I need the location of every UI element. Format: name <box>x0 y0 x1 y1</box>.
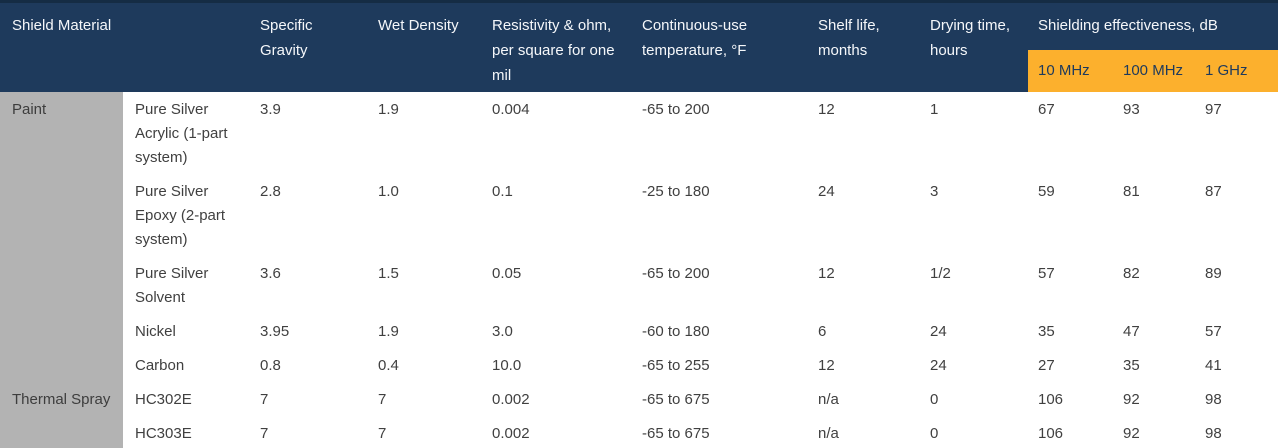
cell-wet-density: 0.4 <box>368 348 482 382</box>
col-header-wet-density: Wet Density <box>368 1 482 92</box>
cell-db-10mhz: 106 <box>1028 382 1113 416</box>
material-name: Pure Silver Acrylic (1-part system) <box>123 92 250 174</box>
cell-wet-density: 1.9 <box>368 92 482 174</box>
cell-wet-density: 1.0 <box>368 174 482 256</box>
cell-temperature: -65 to 200 <box>632 92 808 174</box>
cell-db-1ghz: 87 <box>1195 174 1279 256</box>
cell-resistivity: 0.002 <box>482 382 632 416</box>
table-row: Pure Silver Epoxy (2-part system) 2.8 1.… <box>0 174 1279 256</box>
col-header-shielding-effectiveness: Shielding effectiveness, dB <box>1028 1 1279 50</box>
cell-db-10mhz: 57 <box>1028 256 1113 314</box>
material-name: Pure Silver Epoxy (2-part system) <box>123 174 250 256</box>
table-row: Pure Silver Solvent 3.6 1.5 0.05 -65 to … <box>0 256 1279 314</box>
col-header-specific-gravity: Specific Gravity <box>250 1 368 92</box>
cell-drying-time: 1/2 <box>920 256 1028 314</box>
cell-resistivity: 0.1 <box>482 174 632 256</box>
cell-temperature: -65 to 200 <box>632 256 808 314</box>
cell-wet-density: 1.5 <box>368 256 482 314</box>
cell-specific-gravity: 2.8 <box>250 174 368 256</box>
cell-specific-gravity: 3.95 <box>250 314 368 348</box>
cell-db-1ghz: 98 <box>1195 416 1279 448</box>
cell-specific-gravity: 3.6 <box>250 256 368 314</box>
cell-drying-time: 0 <box>920 416 1028 448</box>
cell-specific-gravity: 3.9 <box>250 92 368 174</box>
cell-resistivity: 0.05 <box>482 256 632 314</box>
col-header-100mhz: 100 MHz <box>1113 49 1195 92</box>
cell-db-10mhz: 59 <box>1028 174 1113 256</box>
cell-db-10mhz: 67 <box>1028 92 1113 174</box>
cell-db-10mhz: 27 <box>1028 348 1113 382</box>
col-header-continuous-use-temperature: Continuous-use temperature, °F <box>632 1 808 92</box>
cell-shelf-life: 12 <box>808 256 920 314</box>
cell-wet-density: 1.9 <box>368 314 482 348</box>
col-header-resistivity: Resistivity & ohm, per square for one mi… <box>482 1 632 92</box>
cell-db-100mhz: 47 <box>1113 314 1195 348</box>
cell-wet-density: 7 <box>368 416 482 448</box>
cell-resistivity: 0.004 <box>482 92 632 174</box>
cell-drying-time: 3 <box>920 174 1028 256</box>
cell-temperature: -65 to 255 <box>632 348 808 382</box>
col-header-shield-material: Shield Material <box>0 1 250 92</box>
cell-drying-time: 24 <box>920 314 1028 348</box>
cell-drying-time: 0 <box>920 382 1028 416</box>
cell-temperature: -65 to 675 <box>632 416 808 448</box>
cell-shelf-life: 24 <box>808 174 920 256</box>
category-cell-thermal-spray: Thermal Spray <box>0 382 123 448</box>
cell-shelf-life: n/a <box>808 416 920 448</box>
cell-db-100mhz: 92 <box>1113 416 1195 448</box>
cell-db-100mhz: 82 <box>1113 256 1195 314</box>
material-name: HC302E <box>123 382 250 416</box>
cell-shelf-life: n/a <box>808 382 920 416</box>
cell-db-1ghz: 98 <box>1195 382 1279 416</box>
cell-db-1ghz: 97 <box>1195 92 1279 174</box>
cell-shelf-life: 6 <box>808 314 920 348</box>
cell-temperature: -65 to 675 <box>632 382 808 416</box>
cell-specific-gravity: 7 <box>250 382 368 416</box>
table-row: Nickel 3.95 1.9 3.0 -60 to 180 6 24 35 4… <box>0 314 1279 348</box>
col-header-shelf-life: Shelf life, months <box>808 1 920 92</box>
col-header-10mhz: 10 MHz <box>1028 49 1113 92</box>
material-name: Carbon <box>123 348 250 382</box>
cell-resistivity: 0.002 <box>482 416 632 448</box>
table-row: Carbon 0.8 0.4 10.0 -65 to 255 12 24 27 … <box>0 348 1279 382</box>
cell-resistivity: 3.0 <box>482 314 632 348</box>
material-name: Nickel <box>123 314 250 348</box>
cell-db-1ghz: 57 <box>1195 314 1279 348</box>
cell-drying-time: 24 <box>920 348 1028 382</box>
cell-db-10mhz: 35 <box>1028 314 1113 348</box>
cell-db-1ghz: 41 <box>1195 348 1279 382</box>
material-name: Pure Silver Solvent <box>123 256 250 314</box>
table-body: Paint Pure Silver Acrylic (1-part system… <box>0 92 1279 448</box>
table-row: HC303E 7 7 0.002 -65 to 675 n/a 0 106 92… <box>0 416 1279 448</box>
material-name: HC303E <box>123 416 250 448</box>
table-row: Paint Pure Silver Acrylic (1-part system… <box>0 92 1279 382</box>
table-row: Thermal Spray HC302E 7 7 0.002 -65 to 67… <box>0 382 1279 448</box>
cell-shelf-life: 12 <box>808 348 920 382</box>
cell-db-100mhz: 93 <box>1113 92 1195 174</box>
cell-temperature: -25 to 180 <box>632 174 808 256</box>
table-header: Shield Material Specific Gravity Wet Den… <box>0 1 1279 92</box>
cell-db-10mhz: 106 <box>1028 416 1113 448</box>
cell-specific-gravity: 7 <box>250 416 368 448</box>
header-row-frequencies: 10 MHz 100 MHz 1 GHz <box>0 49 1279 92</box>
cell-resistivity: 10.0 <box>482 348 632 382</box>
cell-db-100mhz: 81 <box>1113 174 1195 256</box>
col-header-drying-time: Drying time, hours <box>920 1 1028 92</box>
category-cell-paint: Paint <box>0 92 123 382</box>
cell-db-1ghz: 89 <box>1195 256 1279 314</box>
header-row-main: Shield Material Specific Gravity Wet Den… <box>0 1 1279 92</box>
cell-specific-gravity: 0.8 <box>250 348 368 382</box>
cell-temperature: -60 to 180 <box>632 314 808 348</box>
cell-shelf-life: 12 <box>808 92 920 174</box>
col-header-1ghz: 1 GHz <box>1195 49 1279 92</box>
cell-drying-time: 1 <box>920 92 1028 174</box>
cell-wet-density: 7 <box>368 382 482 416</box>
cell-db-100mhz: 92 <box>1113 382 1195 416</box>
cell-db-100mhz: 35 <box>1113 348 1195 382</box>
